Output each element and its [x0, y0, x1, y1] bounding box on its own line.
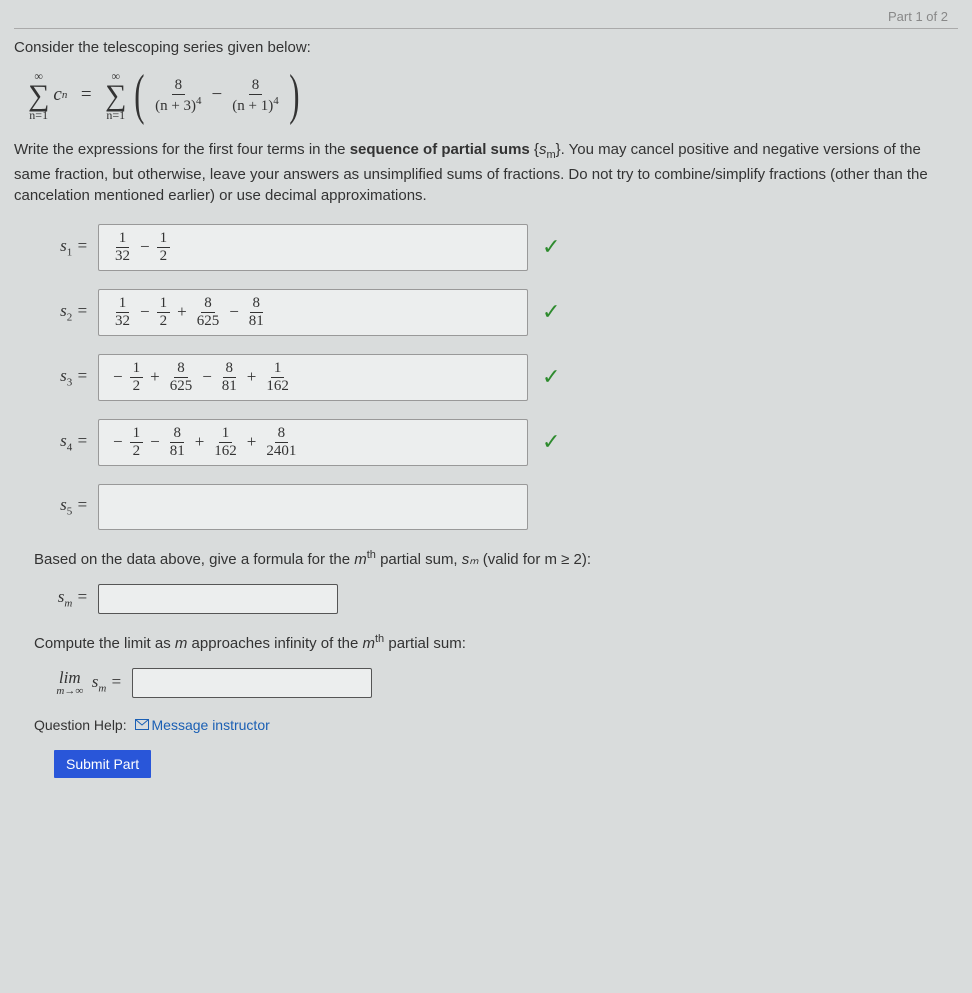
partial-sum-row: s5 = [42, 484, 958, 530]
row-label: s5 = [42, 493, 98, 520]
row-label: s3 = [42, 364, 98, 391]
partial-sum-row: s1 =132−12 ✓ [42, 224, 958, 271]
limit-prompt: Compute the limit as m approaches infini… [34, 632, 958, 654]
divider [14, 28, 958, 29]
formula-prompt: Based on the data above, give a formula … [34, 548, 958, 570]
partial-sum-row: s4 =−12−881+1162+82401 ✓ [42, 419, 958, 466]
answer-input[interactable]: 132−12+8625−881 [98, 289, 528, 336]
answer-input[interactable] [98, 484, 528, 530]
row-label: s4 = [42, 429, 98, 456]
answer-input[interactable]: −12−881+1162+82401 [98, 419, 528, 466]
lim-label: lim m→∞ sm = [42, 669, 132, 697]
sm-input[interactable] [98, 584, 338, 614]
series-equation: ∞ ∑ n=1 cn = ∞ ∑ n=1 ( 8 (n + 3)4 − 8 (n… [28, 70, 958, 121]
limit-input[interactable] [132, 668, 372, 698]
mail-icon [135, 716, 149, 736]
prompt-intro: Consider the telescoping series given be… [14, 37, 958, 58]
message-instructor-link[interactable]: Message instructor [135, 717, 270, 733]
answer-input[interactable]: 132−12 [98, 224, 528, 271]
check-icon: ✓ [542, 297, 560, 328]
sm-label: sm = [42, 585, 98, 612]
answer-input[interactable]: −12+8625−881+1162 [98, 354, 528, 401]
row-label: s1 = [42, 234, 98, 261]
instructions-text: Write the expressions for the first four… [14, 139, 958, 205]
partial-sum-row: s2 =132−12+8625−881 ✓ [42, 289, 958, 336]
question-help: Question Help: Message instructor [34, 716, 958, 736]
check-icon: ✓ [542, 232, 560, 263]
submit-part-button[interactable]: Submit Part [54, 750, 151, 778]
row-label: s2 = [42, 299, 98, 326]
check-icon: ✓ [542, 362, 560, 393]
partial-sum-row: s3 =−12+8625−881+1162 ✓ [42, 354, 958, 401]
part-indicator: Part 1 of 2 [14, 8, 958, 26]
check-icon: ✓ [542, 427, 560, 458]
